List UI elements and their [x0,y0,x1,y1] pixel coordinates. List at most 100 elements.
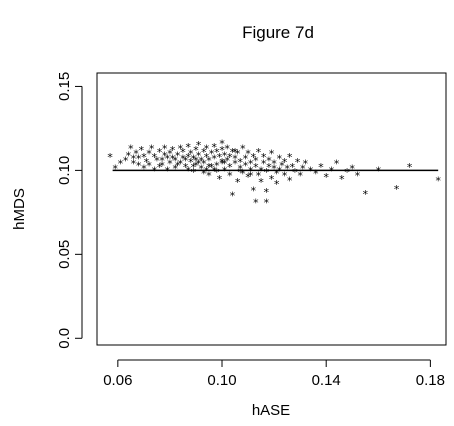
data-point: * [195,139,202,152]
data-point: * [156,161,163,174]
data-point: * [161,149,168,162]
data-point: * [159,159,166,172]
data-point: * [130,153,137,166]
data-point: * [185,141,192,154]
data-point: * [240,168,247,181]
data-point: * [206,169,213,182]
data-point: * [125,149,132,162]
data-point: * [253,196,260,209]
data-point: * [245,148,252,161]
data-point: * [242,159,249,172]
data-point: * [185,164,192,177]
x-axis-label: hASE [252,402,290,419]
x-tick-label: 0.10 [207,372,236,389]
data-point: * [250,185,257,198]
data-point: * [198,163,205,176]
data-point: * [213,146,220,159]
data-point: * [169,144,176,157]
data-point: * [307,164,314,177]
data-point: * [227,169,234,182]
data-point: * [148,143,155,156]
data-point: * [195,158,202,171]
data-point: * [247,169,254,182]
data-point: * [273,168,280,181]
chart-title: Figure 7d [242,23,314,42]
data-point: * [190,161,197,174]
data-point: * [203,151,210,164]
data-point: * [211,153,218,166]
data-point: * [174,149,181,162]
data-point: * [190,166,197,179]
data-point: * [232,153,239,166]
data-point: * [229,190,236,203]
data-point: * [312,168,319,181]
data-point: * [266,154,273,167]
data-point: * [193,144,200,157]
data-point: * [229,146,236,159]
y-axis-label: hMDS [11,188,28,230]
data-point: * [271,158,278,171]
data-point: * [151,164,158,177]
data-point: * [281,169,288,182]
data-point: * [172,154,179,167]
data-point: * [187,148,194,161]
data-point: * [221,164,228,177]
data-point: * [211,141,218,154]
data-point: * [221,149,228,162]
data-point: * [180,153,187,166]
data-point: * [206,154,213,167]
data-point: * [195,149,202,162]
data-point: * [255,146,262,159]
data-point: * [224,154,231,167]
data-point: * [141,163,148,176]
data-point: * [253,154,260,167]
data-point: * [219,158,226,171]
y-tick-label: 0.15 [56,72,73,101]
data-point: * [213,166,220,179]
data-point: * [286,174,293,187]
data-point: * [284,163,291,176]
data-point: * [143,156,150,169]
data-point: * [133,148,140,161]
data-point: * [344,166,351,179]
data-point: * [281,156,288,169]
data-point: * [154,154,161,167]
data-point: * [167,158,174,171]
plot-frame [96,72,447,346]
data-point: * [266,161,273,174]
data-point: * [263,186,270,199]
data-point: * [219,144,226,157]
data-point: * [135,159,142,172]
data-point: * [289,161,296,174]
data-point: * [237,163,244,176]
data-point: * [200,168,207,181]
y-tick-label: 0.10 [56,156,73,185]
data-point: * [435,174,442,187]
data-point: * [224,143,231,156]
data-point: * [245,171,252,184]
data-point: * [263,166,270,179]
data-point: * [258,176,265,189]
data-point: * [203,143,210,156]
data-point: * [190,153,197,166]
data-point: * [237,166,244,179]
data-point: * [169,153,176,166]
data-point: * [276,153,283,166]
data-point: * [237,156,244,169]
data-point: * [323,171,330,184]
data-point: * [141,151,148,164]
data-point: * [177,158,184,171]
data-point: * [107,151,114,164]
data-point: * [219,156,226,169]
data-point: * [198,154,205,167]
data-point: * [208,161,215,174]
data-point: * [227,161,234,174]
data-point: * [234,176,241,189]
x-tick-label: 0.06 [103,372,132,389]
data-point: * [146,159,153,172]
data-point: * [193,154,200,167]
data-point: * [227,151,234,164]
data-point: * [349,163,356,176]
data-point: * [250,151,257,164]
data-point: * [208,148,215,161]
